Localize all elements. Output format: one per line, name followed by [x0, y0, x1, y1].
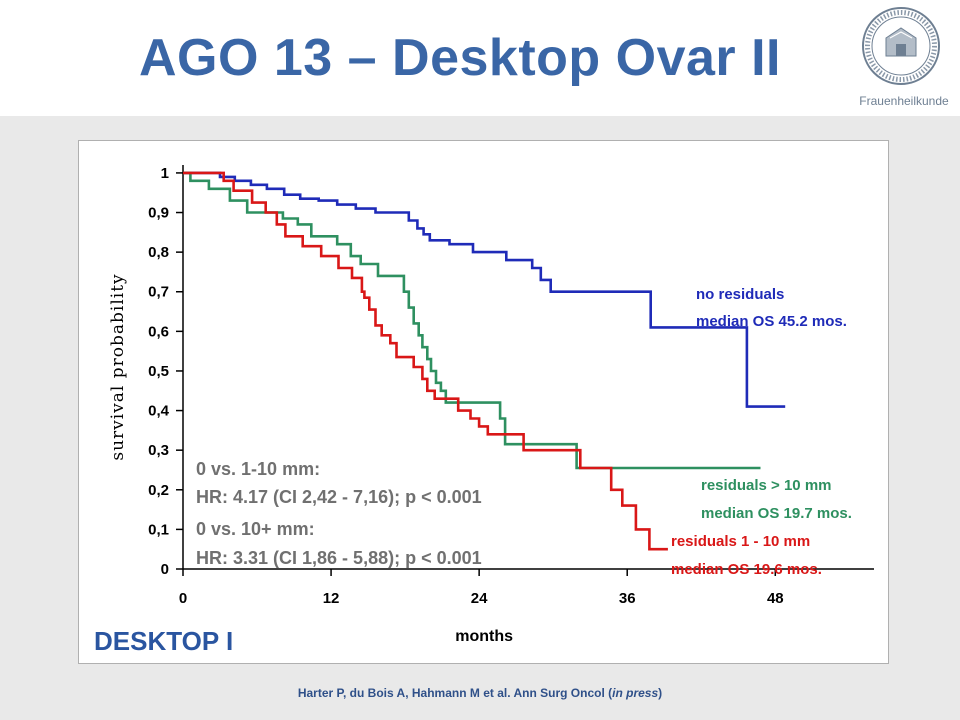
residuals-gt-10-median-label: median OS 19.7 mos. [701, 505, 852, 522]
citation-status: in press [612, 686, 659, 700]
y-tick-label: 0,3 [148, 442, 169, 459]
residuals-1-10-median-label: median OS 19.6 mos. [671, 561, 822, 578]
y-tick-label: 0,1 [148, 521, 169, 538]
y-tick-label: 0,5 [148, 363, 169, 380]
citation-close: ) [658, 686, 663, 700]
x-tick-label: 12 [323, 590, 340, 607]
y-tick-label: 0,4 [148, 403, 170, 420]
university-seal-icon [862, 7, 940, 85]
no-residuals-curve [183, 171, 786, 408]
x-tick-label: 0 [179, 590, 187, 607]
comparison-1-title: 0 vs. 1-10 mm: [196, 459, 320, 479]
residuals-1-10-curve [183, 171, 668, 551]
no-residuals-median-label: median OS 45.2 mos. [696, 313, 847, 330]
y-tick-label: 0,8 [148, 244, 169, 261]
no-residuals-label: no residuals [696, 286, 784, 303]
y-tick-label: 0,9 [148, 205, 169, 222]
x-tick-label: 24 [471, 590, 488, 607]
comparison-1-stats: HR: 4.17 (CI 2,42 - 7,16); p < 0.001 [196, 487, 482, 507]
comparison-2-title: 0 vs. 10+ mm: [196, 519, 315, 539]
logo-caption: Frauenheilkunde [859, 94, 949, 108]
comparison-2-stats: HR: 3.31 (CI 1,86 - 5,88); p < 0.001 [196, 548, 482, 568]
y-tick-label: 1 [161, 165, 169, 182]
residuals-1-10-label: residuals 1 - 10 mm [671, 533, 810, 550]
y-tick-label: 0,7 [148, 284, 169, 301]
panel-label: DESKTOP I [94, 626, 233, 656]
y-tick-label: 0,2 [148, 482, 169, 499]
citation-text: Harter P, du Bois A, Hahmann M et al. An… [297, 686, 613, 700]
slide-title: AGO 13 – Desktop Ovar II [138, 29, 782, 87]
residuals-gt-10-curve [183, 171, 761, 470]
survival-chart: 0 0,1 0,2 0,3 0,4 0,5 0,6 0,7 0,8 0,9 1 0 12 24 36 48 s… [94, 165, 874, 656]
x-axis-label: months [455, 628, 513, 645]
citation: Harter P, du Bois A, Hahmann M et al. An… [0, 686, 960, 700]
x-tick-label: 48 [767, 590, 784, 607]
y-tick-label: 0 [161, 561, 169, 578]
residuals-gt-10-label: residuals > 10 mm [701, 477, 832, 494]
y-axis-label: survival probability [108, 273, 128, 460]
y-tick-label: 0,6 [148, 323, 169, 340]
x-tick-label: 36 [619, 590, 636, 607]
chart-panel: 0 0,1 0,2 0,3 0,4 0,5 0,6 0,7 0,8 0,9 1 0 12 24 36 48 s… [78, 140, 889, 664]
